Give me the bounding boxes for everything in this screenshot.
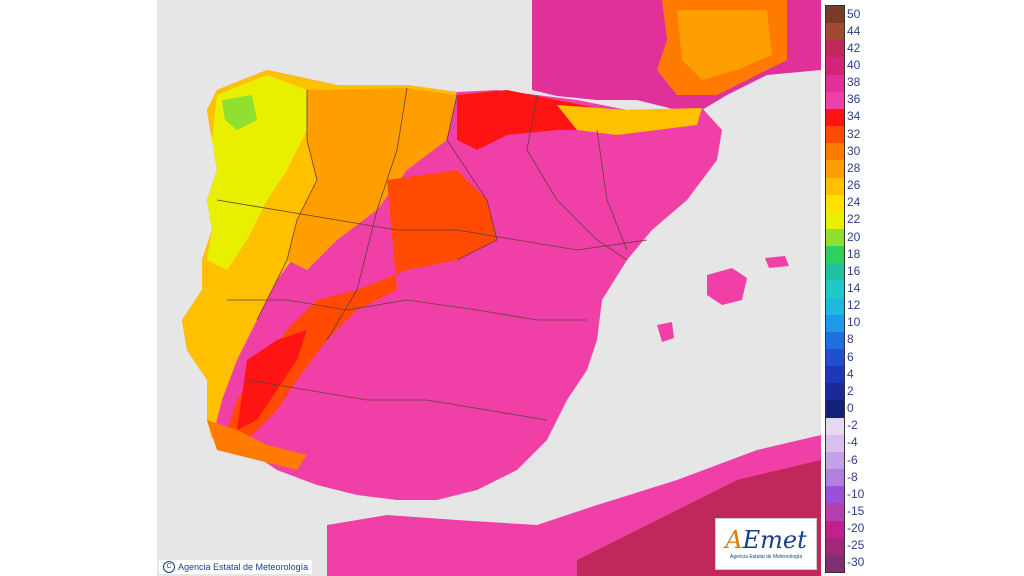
legend-swatch — [826, 451, 844, 470]
legend-label: 4 — [847, 366, 854, 381]
region-pyrenees-cool — [557, 105, 702, 135]
legend-label: 14 — [847, 281, 861, 295]
aemet-logo: AEmet Agencia Estatal de Meteorología — [715, 518, 817, 570]
aemet-logo-subtitle: Agencia Estatal de Meteorología — [729, 554, 803, 560]
legend-swatch — [826, 383, 844, 401]
legend-swatch — [826, 331, 844, 350]
legend-swatch — [826, 469, 844, 487]
legend-label: 26 — [847, 178, 861, 193]
color-legend-labels: 50 44 42 40 38 36 34 32 30 28 26 24 22 20 18 16 14 12 10 8 6… — [847, 0, 887, 576]
legend-label: 44 — [847, 23, 861, 38]
legend-label: 30 — [847, 143, 861, 158]
region-galicia-green — [222, 95, 257, 130]
legend-label: 12 — [847, 298, 861, 313]
legend-swatch — [826, 554, 844, 573]
legend-swatch — [826, 520, 844, 539]
legend-label: -8 — [847, 469, 858, 484]
legend-swatch — [826, 434, 844, 453]
legend-label: 24 — [847, 195, 861, 210]
legend-swatch — [826, 23, 844, 41]
legend-swatch — [826, 400, 844, 419]
legend-label: 36 — [847, 92, 861, 107]
legend-swatch — [826, 366, 844, 384]
legend-label: 6 — [847, 349, 854, 364]
region-france-hot — [677, 10, 772, 80]
region-center-orange — [287, 88, 457, 270]
legend-label: 10 — [847, 315, 861, 330]
copyright-icon: C — [163, 561, 175, 573]
legend-swatch — [826, 349, 844, 367]
legend-swatch — [826, 263, 844, 281]
aemet-logo-word: AEmet — [725, 526, 807, 554]
legend-swatch — [826, 126, 844, 144]
region-south-red — [237, 330, 307, 430]
legend-swatch — [826, 486, 844, 504]
legend-swatch — [826, 280, 844, 299]
legend-swatch — [826, 314, 844, 333]
legend-label: 50 — [847, 6, 861, 21]
legend-swatch — [826, 177, 844, 196]
legend-swatch — [826, 417, 844, 436]
legend-label: 2 — [847, 383, 854, 398]
legend-swatch — [826, 57, 844, 76]
legend-label: -15 — [847, 503, 865, 518]
legend-label: -4 — [847, 435, 858, 450]
legend-label: 38 — [847, 75, 861, 90]
legend-label: 28 — [847, 160, 861, 175]
legend-label: 32 — [847, 126, 861, 141]
legend-label: 0 — [847, 401, 854, 416]
region-ebro-red — [457, 90, 607, 150]
legend-swatch — [826, 40, 844, 58]
legend-label: 20 — [847, 229, 861, 244]
legend-swatch — [826, 228, 844, 247]
legend-label: -25 — [847, 538, 865, 553]
legend-swatch — [826, 211, 844, 230]
legend-swatch — [826, 143, 844, 161]
legend-label: -6 — [847, 452, 858, 467]
legend-label: -20 — [847, 521, 865, 536]
legend-label: 16 — [847, 263, 861, 278]
island-mallorca — [707, 268, 747, 305]
region-algarve — [207, 420, 307, 470]
province-borders — [216, 87, 648, 421]
map-canvas — [182, 0, 821, 576]
legend-label: 34 — [847, 109, 861, 124]
legend-label: -10 — [847, 486, 865, 501]
legend-swatch — [826, 108, 844, 127]
legend-label: 22 — [847, 212, 861, 227]
legend-swatch — [826, 91, 844, 110]
legend-label: 18 — [847, 246, 861, 261]
island-menorca — [765, 256, 789, 268]
copyright-text: Agencia Estatal de Meteorología — [178, 562, 309, 572]
legend-swatch — [826, 246, 844, 264]
legend-swatch — [826, 160, 844, 178]
region-center-red — [227, 170, 497, 440]
copyright-notice: C Agencia Estatal de Meteorología — [159, 560, 313, 574]
legend-label: -30 — [847, 555, 865, 570]
legend-swatch — [826, 537, 844, 556]
legend-label: -2 — [847, 418, 858, 433]
legend-swatch — [826, 297, 844, 316]
legend-swatch — [826, 6, 844, 24]
legend-label: 40 — [847, 58, 861, 73]
legend-swatch — [826, 74, 844, 93]
legend-label: 8 — [847, 332, 854, 347]
legend-swatch — [826, 194, 844, 213]
temperature-map: C Agencia Estatal de Meteorología AEmet … — [157, 0, 821, 576]
legend-swatch — [826, 503, 844, 522]
color-legend — [825, 5, 845, 573]
legend-label: 42 — [847, 40, 861, 55]
island-ibiza — [657, 322, 674, 342]
